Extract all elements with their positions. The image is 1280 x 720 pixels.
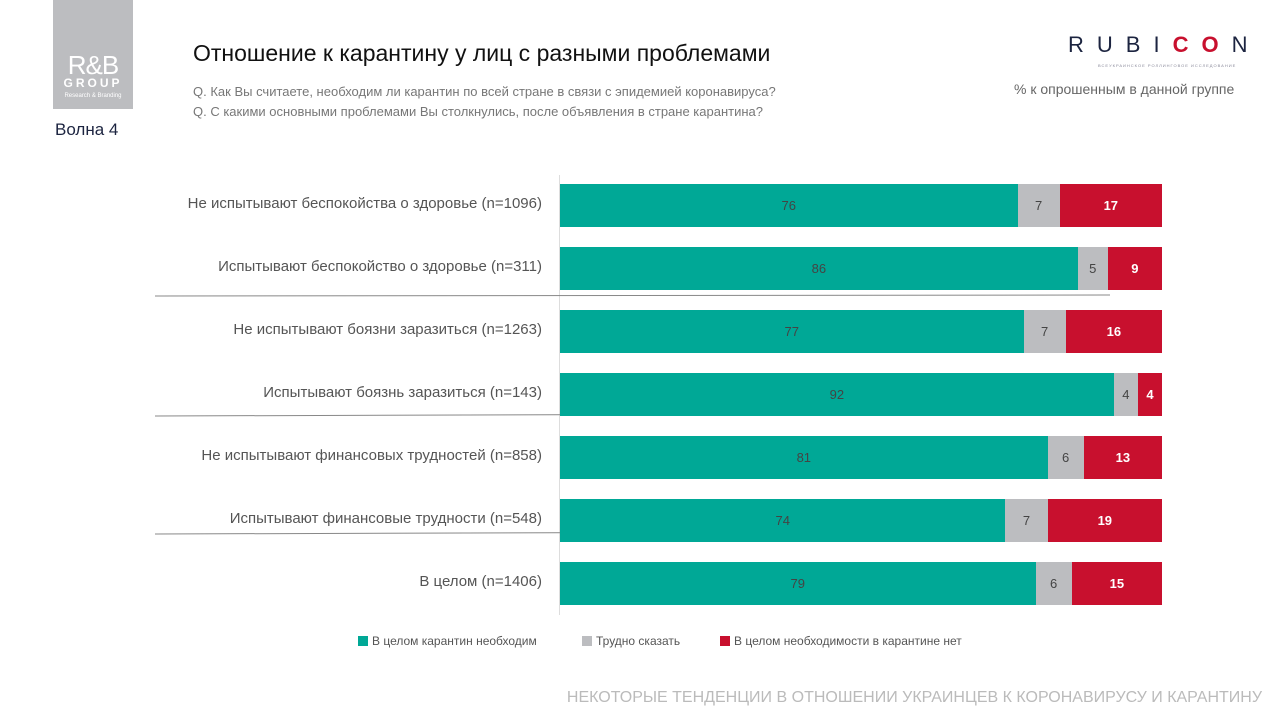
bar-segment: 19 (1047, 499, 1162, 542)
bar-segment: 9 (1107, 247, 1162, 290)
data-label: 92 (829, 387, 845, 402)
data-label: 15 (1109, 576, 1125, 591)
data-label: 5 (1089, 261, 1097, 276)
data-label: 81 (796, 450, 812, 465)
legend-item: В целом карантин необходим (358, 634, 537, 648)
bar-segment: 15 (1071, 562, 1162, 605)
bar-segment: 74 (560, 499, 1006, 542)
rb-group-logo: R&B GROUP Research & Branding (53, 0, 133, 109)
bar-segment: 6 (1047, 436, 1084, 479)
category-label: Испытывают боязнь заразиться (n=143) (263, 384, 542, 401)
data-label: 19 (1097, 513, 1113, 528)
logo-text: N (1231, 32, 1261, 57)
bar-segment: 5 (1077, 247, 1108, 290)
bar-segment: 6 (1035, 562, 1072, 605)
data-label: 7 (1040, 324, 1049, 339)
rubicon-logo: RUBICON (1068, 32, 1260, 58)
bar-segment: 86 (560, 247, 1078, 290)
category-label: Не испытывают финансовых трудностей (n=8… (201, 447, 542, 464)
legend-item: Трудно сказать (582, 634, 680, 648)
category-label: Испытывают беспокойство о здоровье (n=31… (218, 258, 542, 275)
data-label: 4 (1146, 387, 1154, 402)
page-title: Отношение к карантину у лиц с разными пр… (193, 40, 771, 66)
data-label: 74 (775, 513, 790, 528)
wave-label: Волна 4 (55, 120, 119, 139)
data-label: 6 (1050, 576, 1058, 591)
bar-segment: 92 (560, 373, 1114, 416)
category-label: Испытывают финансовые трудности (n=548) (229, 510, 542, 527)
legend-swatch (720, 636, 730, 646)
data-label: 7 (1034, 198, 1043, 213)
bar-segment: 7 (1023, 310, 1066, 353)
data-label: 13 (1115, 450, 1131, 465)
legend-label: В целом карантин необходим (372, 634, 537, 648)
data-label: 86 (811, 261, 827, 276)
data-label: 9 (1131, 261, 1139, 276)
legend-swatch (582, 636, 592, 646)
question-1: Q. Как Вы считаете, необходим ли каранти… (193, 84, 776, 99)
bar-segment: 79 (560, 562, 1036, 605)
legend-item: В целом необходимости в карантине нет (720, 634, 962, 648)
data-label: 16 (1106, 324, 1122, 339)
logo-text: CO (1172, 32, 1232, 57)
legend-label: В целом необходимости в карантине нет (734, 634, 962, 648)
data-label: 4 (1122, 387, 1130, 402)
question-2: Q. С какими основными проблемами Вы стол… (193, 104, 763, 119)
bar-segment: 81 (560, 436, 1048, 479)
data-label: 79 (790, 576, 806, 591)
category-label: В целом (n=1406) (419, 573, 542, 590)
logo-text: Research & Branding (64, 93, 122, 99)
bar-segment: 77 (560, 310, 1024, 353)
bar-segment: 13 (1083, 436, 1162, 479)
data-label: 17 (1103, 198, 1119, 213)
group-separator (154, 294, 1111, 297)
data-label: 76 (781, 198, 796, 213)
bar-segment: 76 (560, 184, 1018, 227)
legend-swatch (358, 636, 368, 646)
category-label: Не испытывают беспокойства о здоровье (n… (187, 195, 542, 212)
logo-text: R&B (67, 50, 119, 80)
data-label: 6 (1062, 450, 1070, 465)
data-label: 7 (1022, 513, 1031, 528)
bar-segment: 7 (1017, 184, 1060, 227)
bar-segment: 4 (1137, 373, 1162, 416)
bar-segment: 4 (1113, 373, 1138, 416)
bar-segment: 16 (1065, 310, 1162, 353)
logo-text: RUBI (1068, 32, 1173, 57)
rubicon-subtitle: ВСЕУКРАИНСКОЕ РОЛЛИНГОВОЕ ИССЛЕДОВАНИЕ (1098, 63, 1237, 68)
legend-label: Трудно сказать (596, 634, 681, 648)
axis-line (559, 175, 560, 615)
bar-segment: 7 (1005, 499, 1048, 542)
category-label: Не испытывают боязни заразиться (n=1263) (233, 321, 542, 338)
footer-text: НЕКОТОРЫЕ ТЕНДЕНЦИИ В ОТНОШЕНИИ УКРАИНЦЕ… (566, 689, 1262, 706)
data-label: 77 (784, 324, 799, 339)
logo-text: GROUP (63, 76, 123, 90)
bar-segment: 17 (1059, 184, 1162, 227)
unit-note: % к опрошенным в данной группе (1014, 81, 1235, 97)
